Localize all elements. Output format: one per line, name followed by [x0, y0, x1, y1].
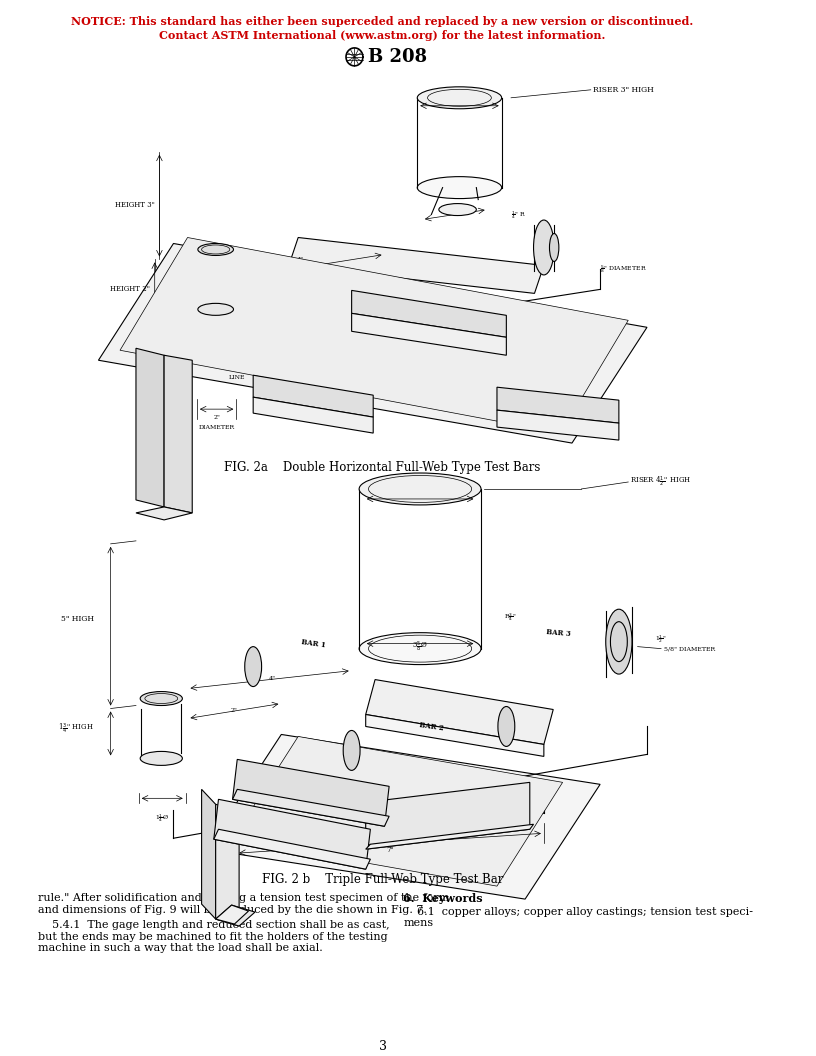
Text: 2": 2" — [231, 708, 237, 713]
Text: 7": 7" — [348, 357, 355, 362]
Polygon shape — [366, 825, 534, 849]
Text: FIG. 2a    Double Horizontal Full-Web Type Test Bars: FIG. 2a Double Horizontal Full-Web Type … — [224, 461, 541, 474]
Text: RISER 4$\frac{1}{2}$" HIGH: RISER 4$\frac{1}{2}$" HIGH — [630, 475, 692, 489]
Text: 3$\frac{5}{8}$Ø: 3$\frac{5}{8}$Ø — [412, 640, 428, 654]
Polygon shape — [366, 715, 543, 756]
Polygon shape — [253, 397, 373, 433]
Text: LINE: LINE — [527, 395, 543, 399]
Text: 1$\frac{1}{4}$Ø: 1$\frac{1}{4}$Ø — [155, 812, 170, 825]
Text: 1$\frac{3}{4}$" HIGH: 1$\frac{3}{4}$" HIGH — [58, 721, 94, 736]
Ellipse shape — [417, 176, 502, 199]
Ellipse shape — [197, 303, 233, 316]
Text: Contact ASTM International (www.astm.org) for the latest information.: Contact ASTM International (www.astm.org… — [159, 30, 605, 41]
Text: mens: mens — [403, 919, 433, 928]
Ellipse shape — [359, 633, 481, 664]
Polygon shape — [366, 782, 530, 849]
Text: 2$\frac{1}{2}$": 2$\frac{1}{2}$" — [449, 204, 461, 215]
Text: 4": 4" — [268, 676, 276, 681]
Text: 5" HIGH: 5" HIGH — [60, 615, 94, 623]
Polygon shape — [233, 736, 562, 886]
Polygon shape — [289, 238, 543, 294]
Text: HEIGHT 2": HEIGHT 2" — [110, 285, 150, 294]
Polygon shape — [215, 805, 239, 926]
Ellipse shape — [140, 752, 183, 766]
Text: PARTING: PARTING — [223, 364, 252, 370]
Ellipse shape — [344, 731, 360, 771]
Ellipse shape — [498, 706, 515, 747]
Text: B 208: B 208 — [367, 48, 427, 65]
Text: R$\frac{3}{4}$": R$\frac{3}{4}$" — [504, 610, 517, 623]
Text: 3: 3 — [379, 1040, 387, 1053]
Ellipse shape — [534, 220, 554, 275]
Polygon shape — [497, 410, 619, 440]
Ellipse shape — [417, 87, 502, 109]
Text: $\frac{1}{4}$" R: $\frac{1}{4}$" R — [511, 209, 526, 221]
Polygon shape — [366, 680, 553, 744]
Text: 5.4.1  The gage length and reduced section shall be as cast,: 5.4.1 The gage length and reduced sectio… — [38, 920, 389, 930]
Text: BAR 2: BAR 2 — [419, 721, 444, 732]
Polygon shape — [214, 799, 370, 869]
Polygon shape — [206, 735, 600, 899]
Text: LINE: LINE — [229, 375, 246, 380]
Text: HEIGHT 3": HEIGHT 3" — [115, 201, 155, 209]
Text: NOTICE: This standard has either been superceded and replaced by a new version o: NOTICE: This standard has either been su… — [72, 16, 694, 27]
Ellipse shape — [439, 204, 477, 215]
Text: 5/8" DIAMETER: 5/8" DIAMETER — [664, 646, 715, 652]
Text: $\frac{5}{8}$" DIAMETER: $\frac{5}{8}$" DIAMETER — [600, 263, 647, 276]
Text: but the ends may be machined to fit the holders of the testing: but the ends may be machined to fit the … — [38, 931, 387, 942]
Text: RISER 3" HIGH: RISER 3" HIGH — [592, 86, 654, 94]
Polygon shape — [352, 290, 507, 337]
Text: machine in such a way that the load shall be axial.: machine in such a way that the load shal… — [38, 943, 322, 954]
Ellipse shape — [610, 622, 628, 662]
Polygon shape — [120, 238, 628, 433]
Ellipse shape — [245, 646, 262, 686]
Text: 4": 4" — [296, 257, 304, 262]
Text: rule." After solidification and cooling a tension test specimen of the form: rule." After solidification and cooling … — [38, 893, 449, 903]
Polygon shape — [352, 314, 507, 355]
Text: 2$\frac{3}{4}$": 2$\frac{3}{4}$" — [453, 94, 466, 108]
Text: 3$\frac{1}{2}$Ø: 3$\frac{1}{2}$Ø — [412, 494, 428, 508]
Text: 7": 7" — [386, 846, 394, 854]
Polygon shape — [136, 507, 193, 520]
Polygon shape — [215, 905, 249, 924]
Text: 2": 2" — [213, 415, 220, 419]
Text: and dimensions of Fig. 9 will be produced by the die shown in Fig. 7.: and dimensions of Fig. 9 will be produce… — [38, 905, 427, 914]
Text: 6.  Keywords: 6. Keywords — [403, 893, 483, 904]
Polygon shape — [164, 355, 193, 513]
Polygon shape — [215, 905, 255, 926]
Text: 6.1  copper alloys; copper alloy castings; tension test speci-: 6.1 copper alloys; copper alloy castings… — [403, 907, 753, 917]
Text: BAR 3: BAR 3 — [545, 627, 570, 638]
Ellipse shape — [359, 473, 481, 505]
Polygon shape — [136, 348, 164, 507]
Text: 1$\frac{1}{2}$": 1$\frac{1}{2}$" — [654, 633, 667, 644]
Text: PARTING: PARTING — [527, 384, 557, 390]
Ellipse shape — [549, 233, 559, 262]
Polygon shape — [233, 759, 389, 826]
Text: BAR 1: BAR 1 — [300, 638, 326, 649]
Polygon shape — [99, 244, 647, 444]
Ellipse shape — [197, 244, 233, 256]
Text: DIAMETER: DIAMETER — [198, 425, 235, 430]
Ellipse shape — [140, 692, 183, 705]
Polygon shape — [497, 388, 619, 423]
Polygon shape — [253, 375, 373, 417]
Polygon shape — [233, 789, 389, 826]
Polygon shape — [214, 829, 370, 869]
Polygon shape — [202, 789, 215, 919]
Ellipse shape — [605, 609, 632, 674]
Text: FIG. 2 b    Triple Full-Web Type Test Bar: FIG. 2 b Triple Full-Web Type Test Bar — [262, 873, 503, 886]
